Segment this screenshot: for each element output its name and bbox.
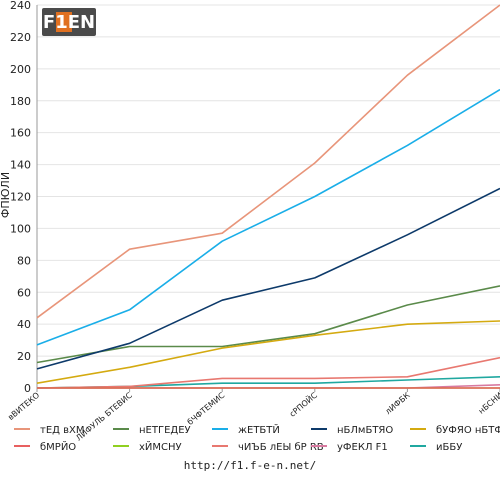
series-line-1 [36, 4, 500, 319]
y-tick-label: 80 [17, 254, 31, 267]
y-tick-label: 100 [10, 222, 31, 235]
logo-accent [56, 12, 72, 32]
y-tick-label: 140 [10, 159, 31, 172]
legend-label: жЕТБТЙ [238, 423, 280, 436]
legend-label: бУФЯО нБТФЙО [436, 423, 500, 436]
series-line-3 [36, 88, 500, 346]
y-axis-label: ФПЮЛИ [0, 172, 12, 218]
legend-label: нЕТГЕДЕУ [139, 425, 191, 436]
y-tick-label: 200 [10, 63, 31, 76]
y-tick-label: 120 [10, 191, 31, 204]
series-line-8 [36, 356, 500, 389]
logo-text: F1EN [43, 12, 95, 33]
y-tick-label: 20 [17, 350, 31, 363]
y-tick-label: 40 [17, 318, 31, 331]
y-tick-label: 60 [17, 286, 31, 299]
legend-label: нБЛмБТЯО [337, 425, 393, 436]
logo: F1EN [42, 8, 96, 36]
legend-label: уФЕКЛ F1 [337, 442, 388, 453]
series-line-4 [36, 187, 500, 370]
legend-label: бМРЙО [40, 440, 76, 453]
series-line-5 [36, 320, 500, 384]
y-tick-label: 0 [24, 382, 31, 395]
legend-label: хЙМСНУ [139, 440, 182, 453]
y-tick-label: 160 [10, 127, 31, 140]
legend-label: иББУ [436, 442, 462, 453]
series-group [36, 4, 500, 389]
series-line-2 [36, 285, 500, 364]
y-tick-labels: 0 20 40 60 80 100 120 140 160 180 200 220 240 [10, 0, 31, 395]
y-tick-label: 240 [10, 0, 31, 12]
footer-url: http://f1.f-e-n.net/ [184, 459, 316, 472]
legend-label: чИЪБ лЕЫ бР RB [238, 442, 324, 453]
y-tick-label: 220 [10, 31, 31, 44]
legend: тЕД вХМ нЕТГЕДЕУ жЕТБТЙ нБЛмБТЯО бУФЯО нБТФЙ… [14, 423, 500, 453]
legend-label: тЕД вХМ [40, 425, 85, 436]
grid [37, 4, 500, 357]
y-tick-label: 180 [10, 95, 31, 108]
